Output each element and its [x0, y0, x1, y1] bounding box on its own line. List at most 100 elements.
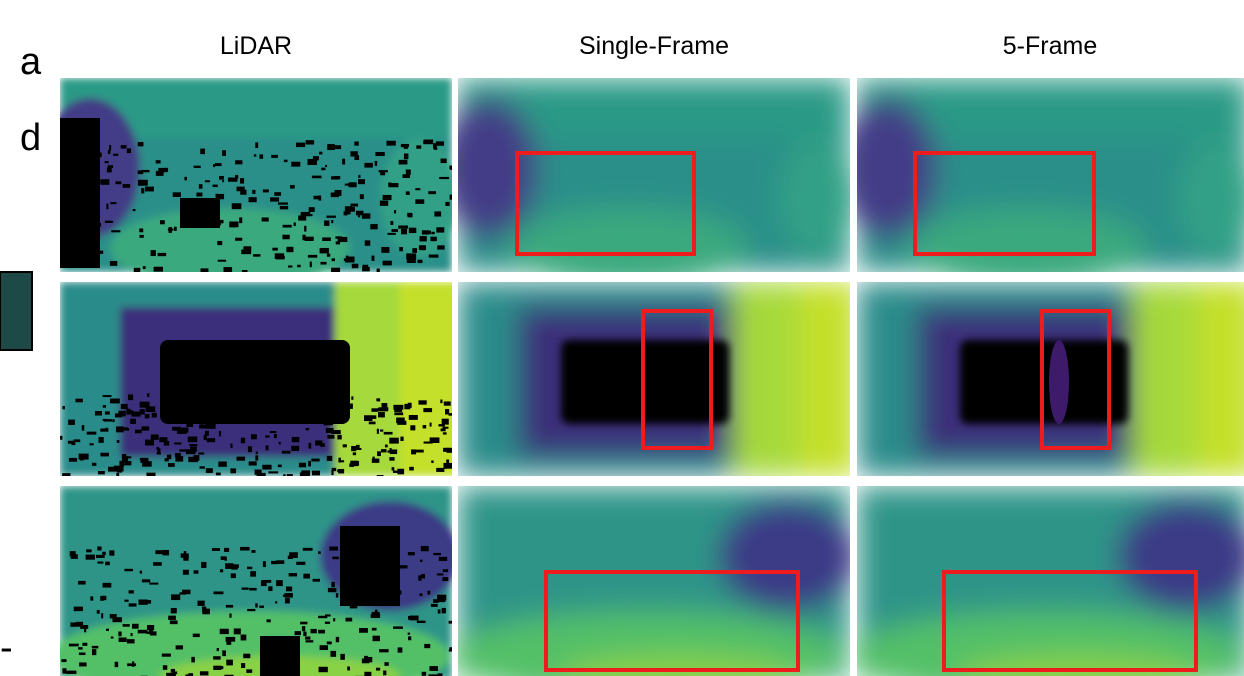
sparse-gap [344, 211, 348, 215]
sparse-gap [80, 197, 87, 202]
sparse-gap [121, 404, 128, 409]
sparse-gap [103, 405, 106, 408]
sparse-gap [430, 423, 432, 427]
sparse-gap [103, 583, 112, 588]
sparse-gap [326, 428, 334, 433]
sparse-gap [182, 590, 190, 594]
sparse-gap [78, 220, 82, 224]
sparse-gap [200, 149, 205, 155]
sparse-gap [325, 614, 331, 616]
sparse-gap [138, 630, 147, 634]
sparse-gap [213, 164, 215, 167]
sparse-gap [86, 549, 91, 552]
sparse-gap [393, 626, 403, 628]
sparse-gap [375, 152, 384, 156]
sparse-gap [142, 426, 150, 430]
sparse-gap [364, 656, 368, 660]
depth-field [837, 78, 1244, 288]
sparse-gap [306, 140, 314, 144]
sparse-gap [210, 419, 219, 422]
depth-region [907, 208, 1147, 288]
sparse-gap [241, 438, 245, 443]
sparse-gap [95, 193, 98, 196]
sparse-gap [283, 595, 287, 597]
sparse-gap [378, 408, 388, 412]
sparse-gap [312, 471, 320, 476]
sparse-gap [101, 613, 103, 618]
sparse-gap [280, 640, 283, 643]
sparse-gap [251, 550, 255, 553]
sparse-gap [126, 409, 130, 415]
sparse-gap [342, 159, 345, 165]
sparse-gap [134, 268, 141, 273]
sparse-gap [325, 622, 330, 624]
sparse-gap [200, 466, 205, 468]
sparse-gap [408, 616, 412, 620]
sparse-gap [210, 438, 215, 441]
sparse-gap [329, 547, 338, 551]
sparse-gap [372, 588, 382, 591]
sparse-gap [270, 197, 279, 201]
sparse-gap [354, 597, 357, 601]
sparse-gap [305, 237, 314, 241]
sparse-gap [372, 457, 374, 459]
sparse-gap [362, 213, 370, 218]
sparse-gap [358, 179, 365, 184]
sparse-gap [438, 424, 444, 426]
sparse-gap [75, 399, 82, 403]
sparse-gap [416, 145, 421, 148]
sparse-gap [322, 237, 331, 241]
sparse-gap [304, 226, 306, 232]
sparse-gap [371, 614, 380, 618]
sparse-gap [356, 445, 360, 450]
sparse-gap [420, 560, 422, 562]
sparse-gap [125, 461, 132, 465]
sparse-gap [60, 236, 65, 239]
sparse-gap [160, 220, 165, 224]
sparse-gap [417, 621, 426, 623]
invalid-region [180, 198, 220, 228]
sparse-gap [240, 547, 249, 551]
sparse-gap [340, 654, 345, 660]
sparse-gap [226, 637, 236, 642]
sparse-gap [303, 548, 313, 551]
sparse-gap [437, 573, 443, 575]
sparse-gap [168, 616, 176, 620]
sparse-gap [359, 628, 368, 633]
sparse-gap [214, 591, 224, 594]
sparse-gap [62, 406, 65, 409]
sparse-gap [193, 634, 200, 637]
sparse-gap [249, 588, 256, 591]
sparse-gap [172, 427, 181, 431]
depth-image [438, 78, 858, 288]
sparse-gap [313, 579, 320, 582]
sparse-gap [132, 661, 134, 666]
sparse-gap [387, 233, 395, 235]
sparse-gap [75, 250, 84, 254]
sparse-gap [397, 469, 404, 475]
sparse-gap [289, 413, 299, 419]
sparse-gap [449, 647, 457, 650]
sparse-gap [355, 560, 360, 563]
sparse-gap [167, 455, 171, 460]
sparse-gap [444, 401, 451, 405]
sparse-gap [383, 195, 392, 200]
sparse-gap [309, 443, 312, 449]
sparse-gap [199, 424, 207, 428]
sparse-gap [288, 265, 292, 267]
sparse-gap [266, 445, 269, 450]
sparse-gap [412, 248, 417, 253]
sparse-gap [327, 435, 334, 439]
sparse-gap [86, 555, 95, 560]
sparse-gap [60, 261, 64, 264]
sparse-gap [217, 666, 223, 669]
sparse-gap [275, 601, 277, 603]
sparse-gap [216, 194, 224, 199]
figure: a d - LiDAR Single-Frame 5-Frame [0, 0, 1244, 676]
sparse-gap [377, 451, 381, 456]
sparse-gap [325, 165, 327, 167]
sparse-gap [263, 561, 266, 567]
sparse-gap [124, 600, 128, 602]
sparse-gap [289, 573, 297, 576]
sparse-gap [332, 418, 340, 423]
